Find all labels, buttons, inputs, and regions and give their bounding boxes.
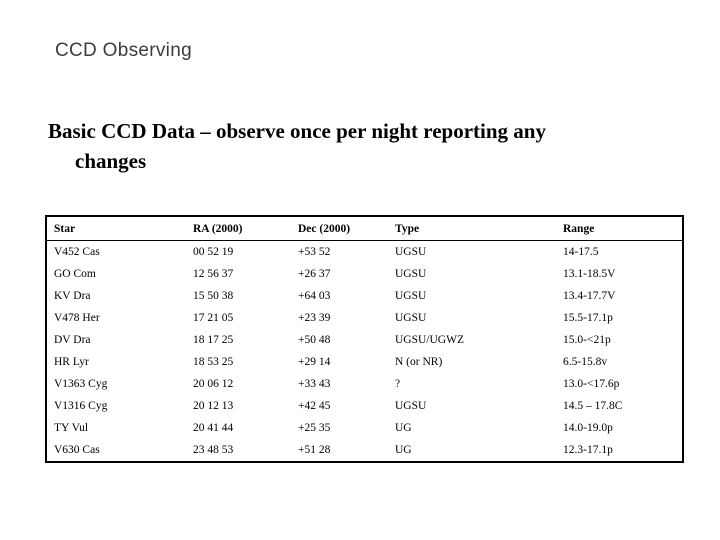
table-cell: 13.0-<17.6p	[563, 378, 620, 390]
table-row: HR Lyr 18 53 25 +29 14 N (or NR) 6.5-15.8v	[46, 351, 683, 373]
ccd-star-table: Star RA (2000) Dec (2000) Type Range V452 Ca…	[45, 215, 684, 463]
column-header-ra-2000: RA (2000)	[186, 216, 291, 241]
table-header-row: Star RA (2000) Dec (2000) Type Range	[46, 216, 683, 241]
table-body: V452 Cas 00 52 19 +53 52 UGSU 14-17.5 GO Com 1…	[46, 241, 683, 463]
table-cell: +42 45	[298, 400, 331, 412]
table-cell: UG	[395, 444, 412, 456]
table-header: Star RA (2000) Dec (2000) Type Range	[46, 216, 683, 241]
table-cell: V1363 Cyg	[54, 378, 108, 390]
table-cell: +53 52	[298, 246, 331, 258]
subtitle-line-2: changes	[75, 149, 147, 173]
column-header-type: Type	[388, 216, 556, 241]
table-row: V452 Cas 00 52 19 +53 52 UGSU 14-17.5	[46, 241, 683, 264]
table-cell: KV Dra	[54, 290, 91, 302]
table-cell: TY Vul	[54, 422, 89, 434]
table-cell: 17 21 05	[193, 312, 234, 324]
table-row: V1316 Cyg 20 12 13 +42 45 UGSU 14.5 – 17.8C	[46, 395, 683, 417]
table-cell: V630 Cas	[54, 444, 100, 456]
table-cell: 20 12 13	[193, 400, 234, 412]
table-cell: 15.5-17.1p	[563, 312, 613, 324]
table-cell: N (or NR)	[395, 356, 443, 368]
table-cell: 00 52 19	[193, 246, 234, 258]
table-cell: DV Dra	[54, 334, 91, 346]
table-row: TY Vul 20 41 44 +25 35 UG 14.0-19.0p	[46, 417, 683, 439]
table-cell: UGSU	[395, 246, 427, 258]
table-cell: UGSU	[395, 400, 427, 412]
column-header-dec-2000: Dec (2000)	[291, 216, 388, 241]
table-cell: 6.5-15.8v	[563, 356, 608, 368]
table-cell: 13.4-17.7V	[563, 290, 616, 302]
table-row: V478 Her 17 21 05 +23 39 UGSU 15.5-17.1p	[46, 307, 683, 329]
table-cell: UG	[395, 422, 412, 434]
table-row: V1363 Cyg 20 06 12 +33 43? 13.0-<17.6p	[46, 373, 683, 395]
slide-subtitle: Basic CCD Data – observe once per night …	[48, 116, 546, 176]
table-cell: 23 48 53	[193, 444, 234, 456]
table-cell: 14.0-19.0p	[563, 422, 613, 434]
column-header-star: Star	[46, 216, 186, 241]
table-cell: +23 39	[298, 312, 331, 324]
table-cell: 12 56 37	[193, 268, 234, 280]
table-cell: +26 37	[298, 268, 331, 280]
table-row: V630 Cas 23 48 53 +51 28 UG 12.3-17.1p	[46, 439, 683, 462]
table-cell: 15 50 38	[193, 290, 234, 302]
table-cell: ?	[395, 378, 401, 390]
table-cell: UGSU/UGWZ	[395, 334, 464, 346]
table-cell: 14-17.5	[563, 246, 599, 258]
table-cell: V478 Her	[54, 312, 100, 324]
table-cell: V452 Cas	[54, 246, 100, 258]
table-cell: 18 17 25	[193, 334, 234, 346]
table-cell: +25 35	[298, 422, 331, 434]
table-cell: +29 14	[298, 356, 331, 368]
table-row: KV Dra 15 50 38 +64 03 UGSU 13.4-17.7V	[46, 285, 683, 307]
table-cell: V1316 Cyg	[54, 400, 108, 412]
table-cell: +33 43	[298, 378, 331, 390]
table-cell: 12.3-17.1p	[563, 444, 613, 456]
table-cell: 15.0-<21p	[563, 334, 611, 346]
column-header-range: Range	[556, 216, 683, 241]
table-cell: GO Com	[54, 268, 96, 280]
subtitle-line-1: Basic CCD Data – observe once per night …	[48, 119, 546, 143]
table-cell: 20 41 44	[193, 422, 234, 434]
table-row: DV Dra 18 17 25 +50 48 UGSU/UGWZ 15.0-<21p	[46, 329, 683, 351]
table-cell: UGSU	[395, 290, 427, 302]
table-cell: 18 53 25	[193, 356, 234, 368]
table-cell: 20 06 12	[193, 378, 234, 390]
table-cell: UGSU	[395, 312, 427, 324]
table-row: GO Com 12 56 37 +26 37 UGSU 13.1-18.5V	[46, 263, 683, 285]
table-cell: +64 03	[298, 290, 331, 302]
table-cell: UGSU	[395, 268, 427, 280]
table-cell: +51 28	[298, 444, 331, 456]
table-cell: 13.1-18.5V	[563, 268, 616, 280]
table-cell: HR Lyr	[54, 356, 89, 368]
table-cell: 14.5 – 17.8C	[563, 400, 623, 412]
slide-title: CCD Observing	[55, 40, 192, 61]
table-cell: +50 48	[298, 334, 331, 346]
